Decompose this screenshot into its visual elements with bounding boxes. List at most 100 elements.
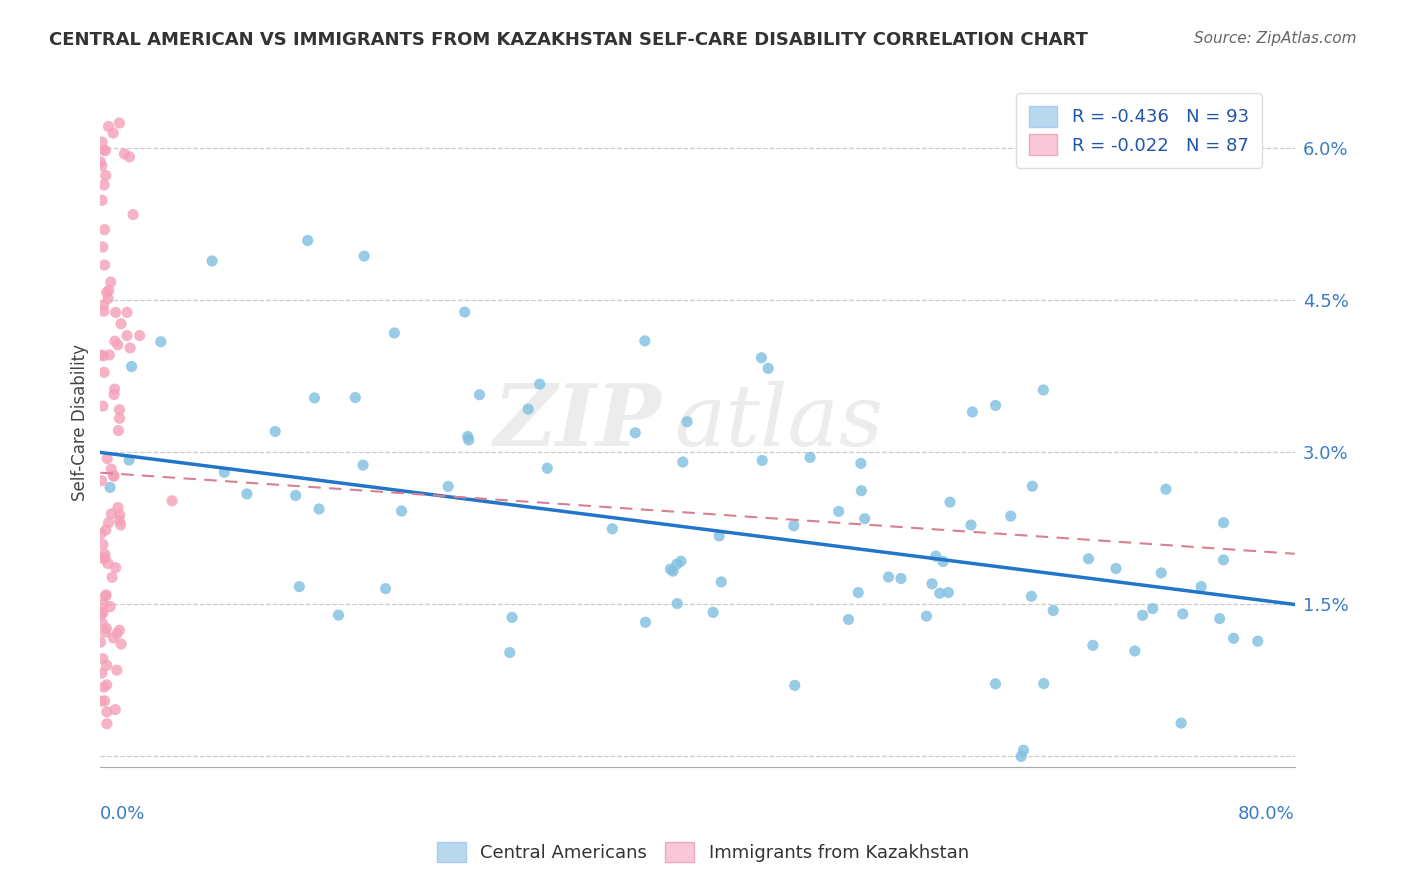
Point bbox=[960, 518, 983, 533]
Point bbox=[105, 663, 128, 677]
Point bbox=[93, 178, 115, 192]
Point bbox=[634, 334, 657, 348]
Point bbox=[457, 433, 479, 447]
Point bbox=[97, 283, 120, 297]
Point bbox=[1010, 749, 1032, 764]
Point bbox=[93, 222, 115, 236]
Point bbox=[121, 359, 143, 374]
Point bbox=[1021, 479, 1043, 493]
Point bbox=[94, 144, 117, 158]
Point bbox=[1222, 632, 1244, 646]
Point bbox=[105, 626, 128, 640]
Point bbox=[837, 612, 859, 626]
Point bbox=[93, 258, 115, 272]
Point bbox=[103, 468, 125, 483]
Point bbox=[91, 651, 114, 665]
Point bbox=[939, 495, 962, 509]
Point bbox=[932, 554, 955, 568]
Point bbox=[108, 508, 131, 522]
Point bbox=[107, 424, 129, 438]
Point bbox=[925, 549, 948, 563]
Point bbox=[90, 635, 112, 649]
Point bbox=[308, 502, 330, 516]
Point bbox=[751, 351, 773, 365]
Point bbox=[93, 298, 115, 312]
Point bbox=[1012, 743, 1035, 757]
Point bbox=[108, 116, 131, 130]
Point bbox=[91, 240, 114, 254]
Point bbox=[984, 399, 1007, 413]
Text: 0.0%: 0.0% bbox=[100, 805, 146, 823]
Point bbox=[1171, 607, 1194, 621]
Point bbox=[799, 450, 821, 465]
Point bbox=[756, 361, 779, 376]
Point bbox=[984, 677, 1007, 691]
Text: Source: ZipAtlas.com: Source: ZipAtlas.com bbox=[1194, 31, 1357, 46]
Point bbox=[94, 169, 117, 183]
Point bbox=[97, 516, 120, 530]
Point bbox=[662, 564, 685, 578]
Point bbox=[91, 399, 114, 413]
Point bbox=[468, 388, 491, 402]
Point bbox=[938, 585, 960, 599]
Point bbox=[665, 557, 688, 571]
Point bbox=[160, 493, 183, 508]
Point bbox=[437, 479, 460, 493]
Point bbox=[90, 474, 112, 488]
Point bbox=[101, 570, 124, 584]
Point bbox=[96, 658, 118, 673]
Point bbox=[1189, 580, 1212, 594]
Point bbox=[499, 646, 522, 660]
Point bbox=[91, 606, 114, 620]
Point bbox=[108, 402, 131, 417]
Point bbox=[676, 415, 699, 429]
Point bbox=[454, 305, 477, 319]
Point bbox=[702, 606, 724, 620]
Point bbox=[846, 585, 869, 599]
Point bbox=[96, 678, 118, 692]
Point bbox=[107, 338, 129, 352]
Point bbox=[751, 453, 773, 467]
Point bbox=[624, 425, 647, 440]
Point bbox=[120, 341, 142, 355]
Point bbox=[928, 586, 950, 600]
Point bbox=[108, 411, 131, 425]
Point bbox=[90, 666, 112, 681]
Point bbox=[374, 582, 396, 596]
Point bbox=[1081, 638, 1104, 652]
Point bbox=[90, 607, 112, 621]
Point bbox=[1042, 603, 1064, 617]
Point bbox=[94, 589, 117, 603]
Point bbox=[115, 328, 138, 343]
Point bbox=[1123, 644, 1146, 658]
Point bbox=[103, 631, 125, 645]
Point bbox=[382, 326, 405, 340]
Point bbox=[98, 348, 121, 362]
Point bbox=[391, 504, 413, 518]
Point bbox=[94, 625, 117, 640]
Point bbox=[264, 425, 287, 439]
Point bbox=[91, 194, 114, 208]
Point bbox=[103, 469, 125, 483]
Point bbox=[666, 597, 689, 611]
Point bbox=[94, 523, 117, 537]
Point bbox=[149, 334, 172, 349]
Point bbox=[90, 526, 112, 541]
Point bbox=[103, 387, 125, 401]
Point bbox=[1170, 716, 1192, 731]
Point bbox=[110, 317, 132, 331]
Point bbox=[328, 608, 350, 623]
Point bbox=[94, 588, 117, 602]
Point bbox=[98, 480, 121, 494]
Point bbox=[93, 680, 115, 694]
Point bbox=[1150, 566, 1173, 580]
Point bbox=[890, 571, 912, 585]
Point bbox=[915, 609, 938, 624]
Point bbox=[115, 305, 138, 319]
Point bbox=[710, 574, 733, 589]
Point bbox=[96, 621, 118, 635]
Y-axis label: Self-Care Disability: Self-Care Disability bbox=[72, 343, 89, 500]
Point bbox=[91, 159, 114, 173]
Text: ZIP: ZIP bbox=[494, 380, 662, 464]
Point bbox=[352, 458, 374, 472]
